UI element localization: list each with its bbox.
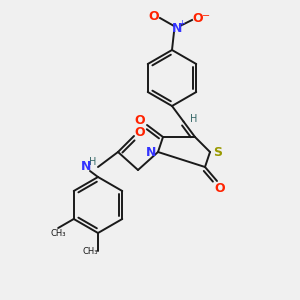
Text: N: N	[146, 146, 156, 158]
Text: H: H	[190, 113, 197, 124]
Text: +: +	[178, 19, 185, 28]
Text: S: S	[214, 146, 223, 158]
Text: O: O	[193, 11, 203, 25]
Text: O: O	[215, 182, 225, 194]
Text: CH₃: CH₃	[82, 247, 98, 256]
Text: N: N	[172, 22, 182, 34]
Text: CH₃: CH₃	[50, 229, 66, 238]
Text: −: −	[202, 11, 210, 21]
Text: H: H	[89, 157, 97, 167]
Text: O: O	[135, 125, 145, 139]
Text: O: O	[135, 115, 145, 128]
Text: O: O	[149, 10, 159, 22]
Text: N: N	[81, 160, 91, 173]
